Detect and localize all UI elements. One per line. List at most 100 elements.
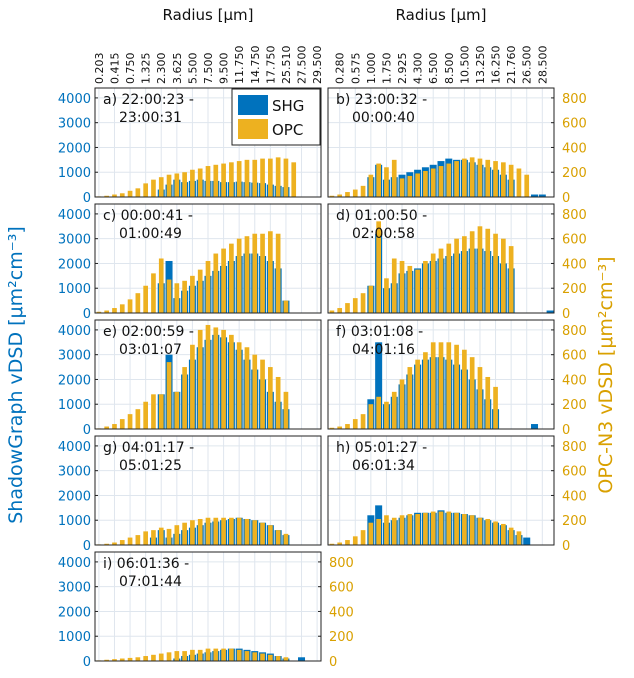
bar: [485, 376, 491, 429]
y2-tick-label: 200: [562, 514, 587, 529]
y2-tick-label: 800: [562, 440, 587, 455]
bar: [236, 517, 242, 545]
bar: [127, 537, 133, 545]
bar: [430, 168, 436, 197]
bar: [174, 173, 180, 197]
x-tick-label: 10.500: [458, 46, 471, 85]
bar: [345, 424, 350, 429]
y-tick-label: 1000: [58, 282, 91, 297]
bar: [182, 367, 187, 429]
bar: [244, 651, 250, 661]
x-tick-label: 0.575: [349, 53, 362, 85]
y2-tick-label: 200: [329, 630, 354, 645]
y2-tick-label: 800: [562, 208, 587, 223]
bar: [143, 656, 148, 661]
y-tick-label: 4000: [58, 92, 91, 107]
bar: [446, 342, 452, 429]
bar: [197, 329, 203, 429]
bar: [531, 194, 539, 197]
bar: [454, 512, 459, 545]
bar: [197, 168, 203, 197]
legend-swatch: [238, 119, 268, 139]
y-tick-label: 2000: [58, 373, 91, 388]
x-tick-label: 0.415: [108, 53, 121, 85]
bar: [158, 177, 164, 197]
bar: [415, 359, 420, 429]
bar: [151, 273, 156, 313]
bar: [407, 514, 413, 545]
panel-label: f) 03:01:08 -: [336, 324, 423, 340]
bar: [174, 283, 180, 313]
bar: [423, 260, 428, 313]
bar: [283, 391, 289, 429]
bar: [151, 394, 156, 429]
bar: [205, 166, 211, 197]
y2-tick-label: 0: [562, 307, 570, 322]
x-tick-label: 11.750: [233, 45, 246, 84]
x-tick-label: 21.760: [505, 46, 518, 85]
bar: [213, 648, 219, 661]
bar: [182, 522, 187, 545]
panel-label: 03:01:07: [119, 342, 182, 358]
bar: [275, 530, 281, 545]
bar: [391, 159, 397, 197]
bar: [260, 359, 265, 429]
bar: [493, 233, 498, 313]
bar: [221, 163, 226, 197]
bar: [275, 233, 281, 313]
bar: [485, 159, 491, 197]
bar: [166, 528, 172, 545]
bar: [384, 401, 389, 429]
y2-tick-label: 0: [329, 655, 337, 670]
bar: [96, 311, 102, 313]
bar: [337, 308, 343, 313]
panel-label: 01:00:49: [119, 226, 182, 242]
bar: [531, 424, 539, 429]
bar: [345, 540, 350, 545]
bar: [508, 164, 514, 197]
bar: [477, 517, 483, 545]
bar: [462, 236, 467, 313]
bar: [375, 342, 383, 429]
bar: [508, 246, 514, 313]
panel-label: e) 02:00:59 -: [103, 324, 194, 340]
y2-tick-label: 200: [562, 166, 587, 181]
bar: [260, 653, 265, 661]
bar: [337, 542, 343, 545]
panel-label: 06:01:34: [352, 458, 415, 474]
bar: [151, 654, 156, 661]
bar: [205, 517, 211, 545]
panel-frame: [327, 435, 555, 546]
bar: [516, 168, 522, 197]
bar: [407, 175, 413, 197]
bar: [221, 517, 226, 545]
panel-label: 00:00:40: [352, 110, 415, 126]
bar: [376, 396, 381, 429]
x-tick-label: 13.250: [474, 46, 487, 85]
bar: [190, 649, 195, 661]
bar: [236, 161, 242, 197]
bar: [174, 525, 180, 545]
bar: [329, 543, 335, 545]
bar: [104, 543, 110, 545]
bar: [221, 248, 226, 313]
bar: [485, 518, 491, 545]
y-tick-label: 3000: [58, 465, 91, 480]
bar: [399, 178, 405, 197]
x-tick-label: 4.300: [412, 53, 425, 85]
x-tick-label: 28.500: [536, 46, 549, 85]
bar: [430, 342, 436, 429]
bar: [151, 179, 156, 197]
panel-label: 05:01:25: [119, 458, 182, 474]
y2-tick-label: 400: [329, 605, 354, 620]
bar: [454, 161, 459, 197]
bar: [127, 190, 133, 197]
bar: [244, 159, 250, 197]
bar: [291, 162, 297, 197]
y2-tick-label: 400: [562, 373, 587, 388]
y-tick-label: 2000: [58, 141, 91, 156]
bar: [407, 367, 413, 429]
bar: [104, 659, 110, 661]
bar: [252, 233, 258, 313]
x-tick-label: 0.280: [334, 53, 347, 85]
